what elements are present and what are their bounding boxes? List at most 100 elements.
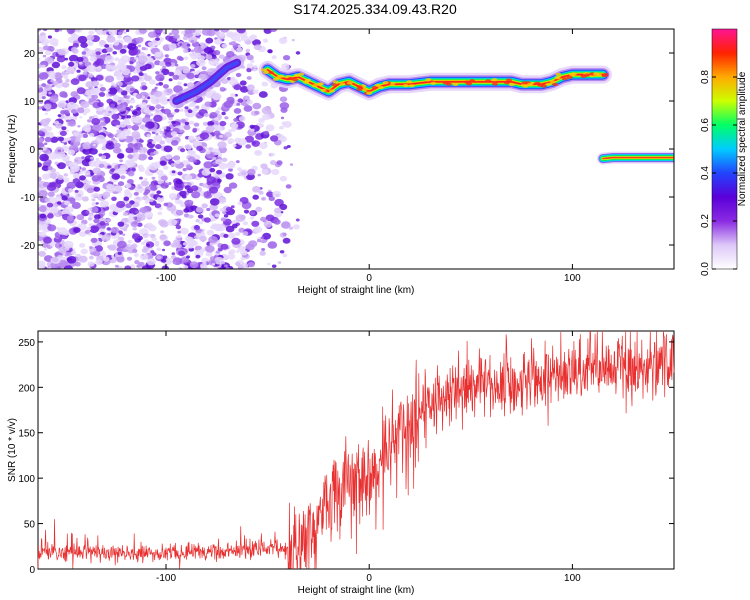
noise-speck — [41, 165, 50, 171]
noise-speck — [117, 181, 125, 187]
noise-speck — [114, 264, 119, 268]
noise-speck — [267, 241, 278, 249]
noise-speck — [240, 35, 249, 42]
noise-speck — [203, 113, 209, 118]
noise-speck — [103, 256, 110, 262]
noise-speck — [170, 163, 176, 167]
noise-speck — [104, 222, 110, 226]
noise-speck — [76, 214, 85, 221]
noise-speck — [258, 190, 264, 195]
noise-speck — [181, 41, 191, 49]
noise-speck — [252, 39, 261, 46]
noise-speck — [172, 155, 181, 161]
noise-speck — [50, 136, 59, 143]
noise-speck — [289, 163, 294, 166]
noise-speck — [223, 233, 229, 238]
noise-speck — [125, 29, 130, 32]
noise-speck — [43, 84, 53, 92]
ridge-blob — [311, 84, 318, 88]
noise-speck — [163, 202, 169, 207]
noise-speck — [92, 192, 100, 198]
noise-speck — [73, 131, 80, 137]
noise-speck — [38, 71, 41, 74]
noise-speck — [199, 132, 210, 140]
noise-speck — [145, 121, 155, 129]
noise-speck — [92, 143, 97, 147]
noise-speck — [149, 113, 154, 117]
noise-speck — [47, 35, 53, 39]
ridge-blob — [570, 72, 577, 76]
noise-speck — [98, 234, 103, 238]
noise-speck — [112, 147, 122, 154]
noise-speck — [186, 72, 195, 80]
noise-speck — [198, 221, 203, 225]
ridge-blob — [549, 80, 556, 84]
noise-speck — [120, 90, 128, 96]
noise-speck — [155, 132, 159, 136]
colorbar-tick-label: 0.6 — [700, 118, 711, 132]
ridge-blob — [287, 77, 294, 81]
noise-speck — [203, 191, 211, 198]
noise-speck — [45, 50, 52, 56]
noise-speck — [281, 221, 291, 229]
noise-speck — [71, 202, 81, 209]
noise-speck — [262, 232, 271, 240]
noise-speck — [96, 65, 102, 70]
noise-speck — [89, 56, 98, 62]
noise-speck — [208, 186, 219, 194]
noise-speck — [94, 214, 101, 220]
noise-speck — [182, 36, 189, 41]
noise-speck — [159, 96, 168, 103]
noise-speck — [82, 133, 89, 138]
noise-speck — [197, 214, 204, 219]
noise-speck — [157, 211, 163, 216]
noise-speck — [293, 224, 300, 230]
noise-speck — [123, 31, 127, 34]
noise-speck — [205, 245, 215, 253]
noise-speck — [270, 152, 275, 157]
noise-speck — [80, 100, 90, 109]
noise-speck — [235, 261, 241, 266]
noise-speck — [167, 218, 178, 227]
noise-speck — [138, 72, 144, 77]
noise-speck — [242, 231, 249, 236]
noise-speck — [256, 238, 262, 243]
noise-speck — [241, 171, 247, 176]
noise-speck — [61, 126, 67, 131]
noise-speck — [117, 31, 123, 36]
noise-speck — [138, 44, 142, 48]
noise-speck — [44, 117, 52, 123]
noise-speck — [81, 156, 85, 160]
noise-speck — [244, 95, 251, 101]
noise-speck — [271, 168, 280, 176]
noise-speck — [54, 29, 59, 33]
noise-speck — [102, 191, 111, 198]
ridge-blob — [566, 75, 573, 79]
noise-speck — [183, 265, 189, 269]
noise-speck — [148, 106, 155, 111]
noise-speck — [41, 146, 47, 151]
noise-speck — [170, 131, 178, 137]
noise-speck — [208, 236, 218, 244]
noise-speck — [165, 153, 173, 160]
noise-speck — [235, 214, 246, 222]
noise-speck — [65, 129, 69, 133]
noise-speck — [84, 229, 90, 234]
noise-speck — [77, 193, 82, 197]
noise-speck — [188, 135, 195, 141]
noise-speck — [78, 74, 87, 82]
noise-speck — [68, 61, 75, 67]
noise-speck — [187, 149, 194, 155]
snr-line — [37, 330, 675, 569]
noise-speck — [63, 240, 74, 249]
noise-speck — [79, 243, 86, 248]
noise-speck — [139, 176, 143, 180]
noise-speck — [119, 159, 123, 163]
noise-speck — [105, 64, 112, 70]
noise-speck — [267, 49, 273, 54]
noise-speck — [112, 51, 117, 55]
noise-speck — [90, 52, 94, 56]
lower-ridge-layer-5 — [602, 156, 674, 160]
noise-speck — [137, 55, 148, 63]
noise-speck — [92, 250, 101, 257]
